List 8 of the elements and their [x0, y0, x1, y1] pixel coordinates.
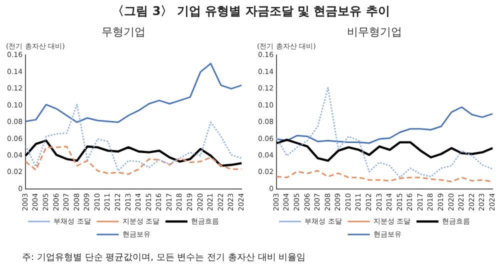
line-series — [24, 146, 242, 175]
line-series — [276, 87, 494, 178]
text: 주: 기업유형별 단순 평균값이며, 모든 변수는 전기 총자산 대비 비율임 — [22, 252, 307, 265]
chart-title: 비무형기업 — [347, 25, 402, 38]
line-series — [276, 170, 494, 182]
chart-title: 〈그림 3〉 기업 유형별 자금조달 및 현금보유 추이 — [111, 3, 391, 20]
chart-subtitle: 무형기업 — [102, 25, 146, 38]
line-series — [24, 104, 242, 172]
